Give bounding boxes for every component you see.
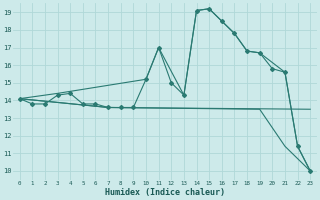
X-axis label: Humidex (Indice chaleur): Humidex (Indice chaleur) xyxy=(105,188,225,197)
